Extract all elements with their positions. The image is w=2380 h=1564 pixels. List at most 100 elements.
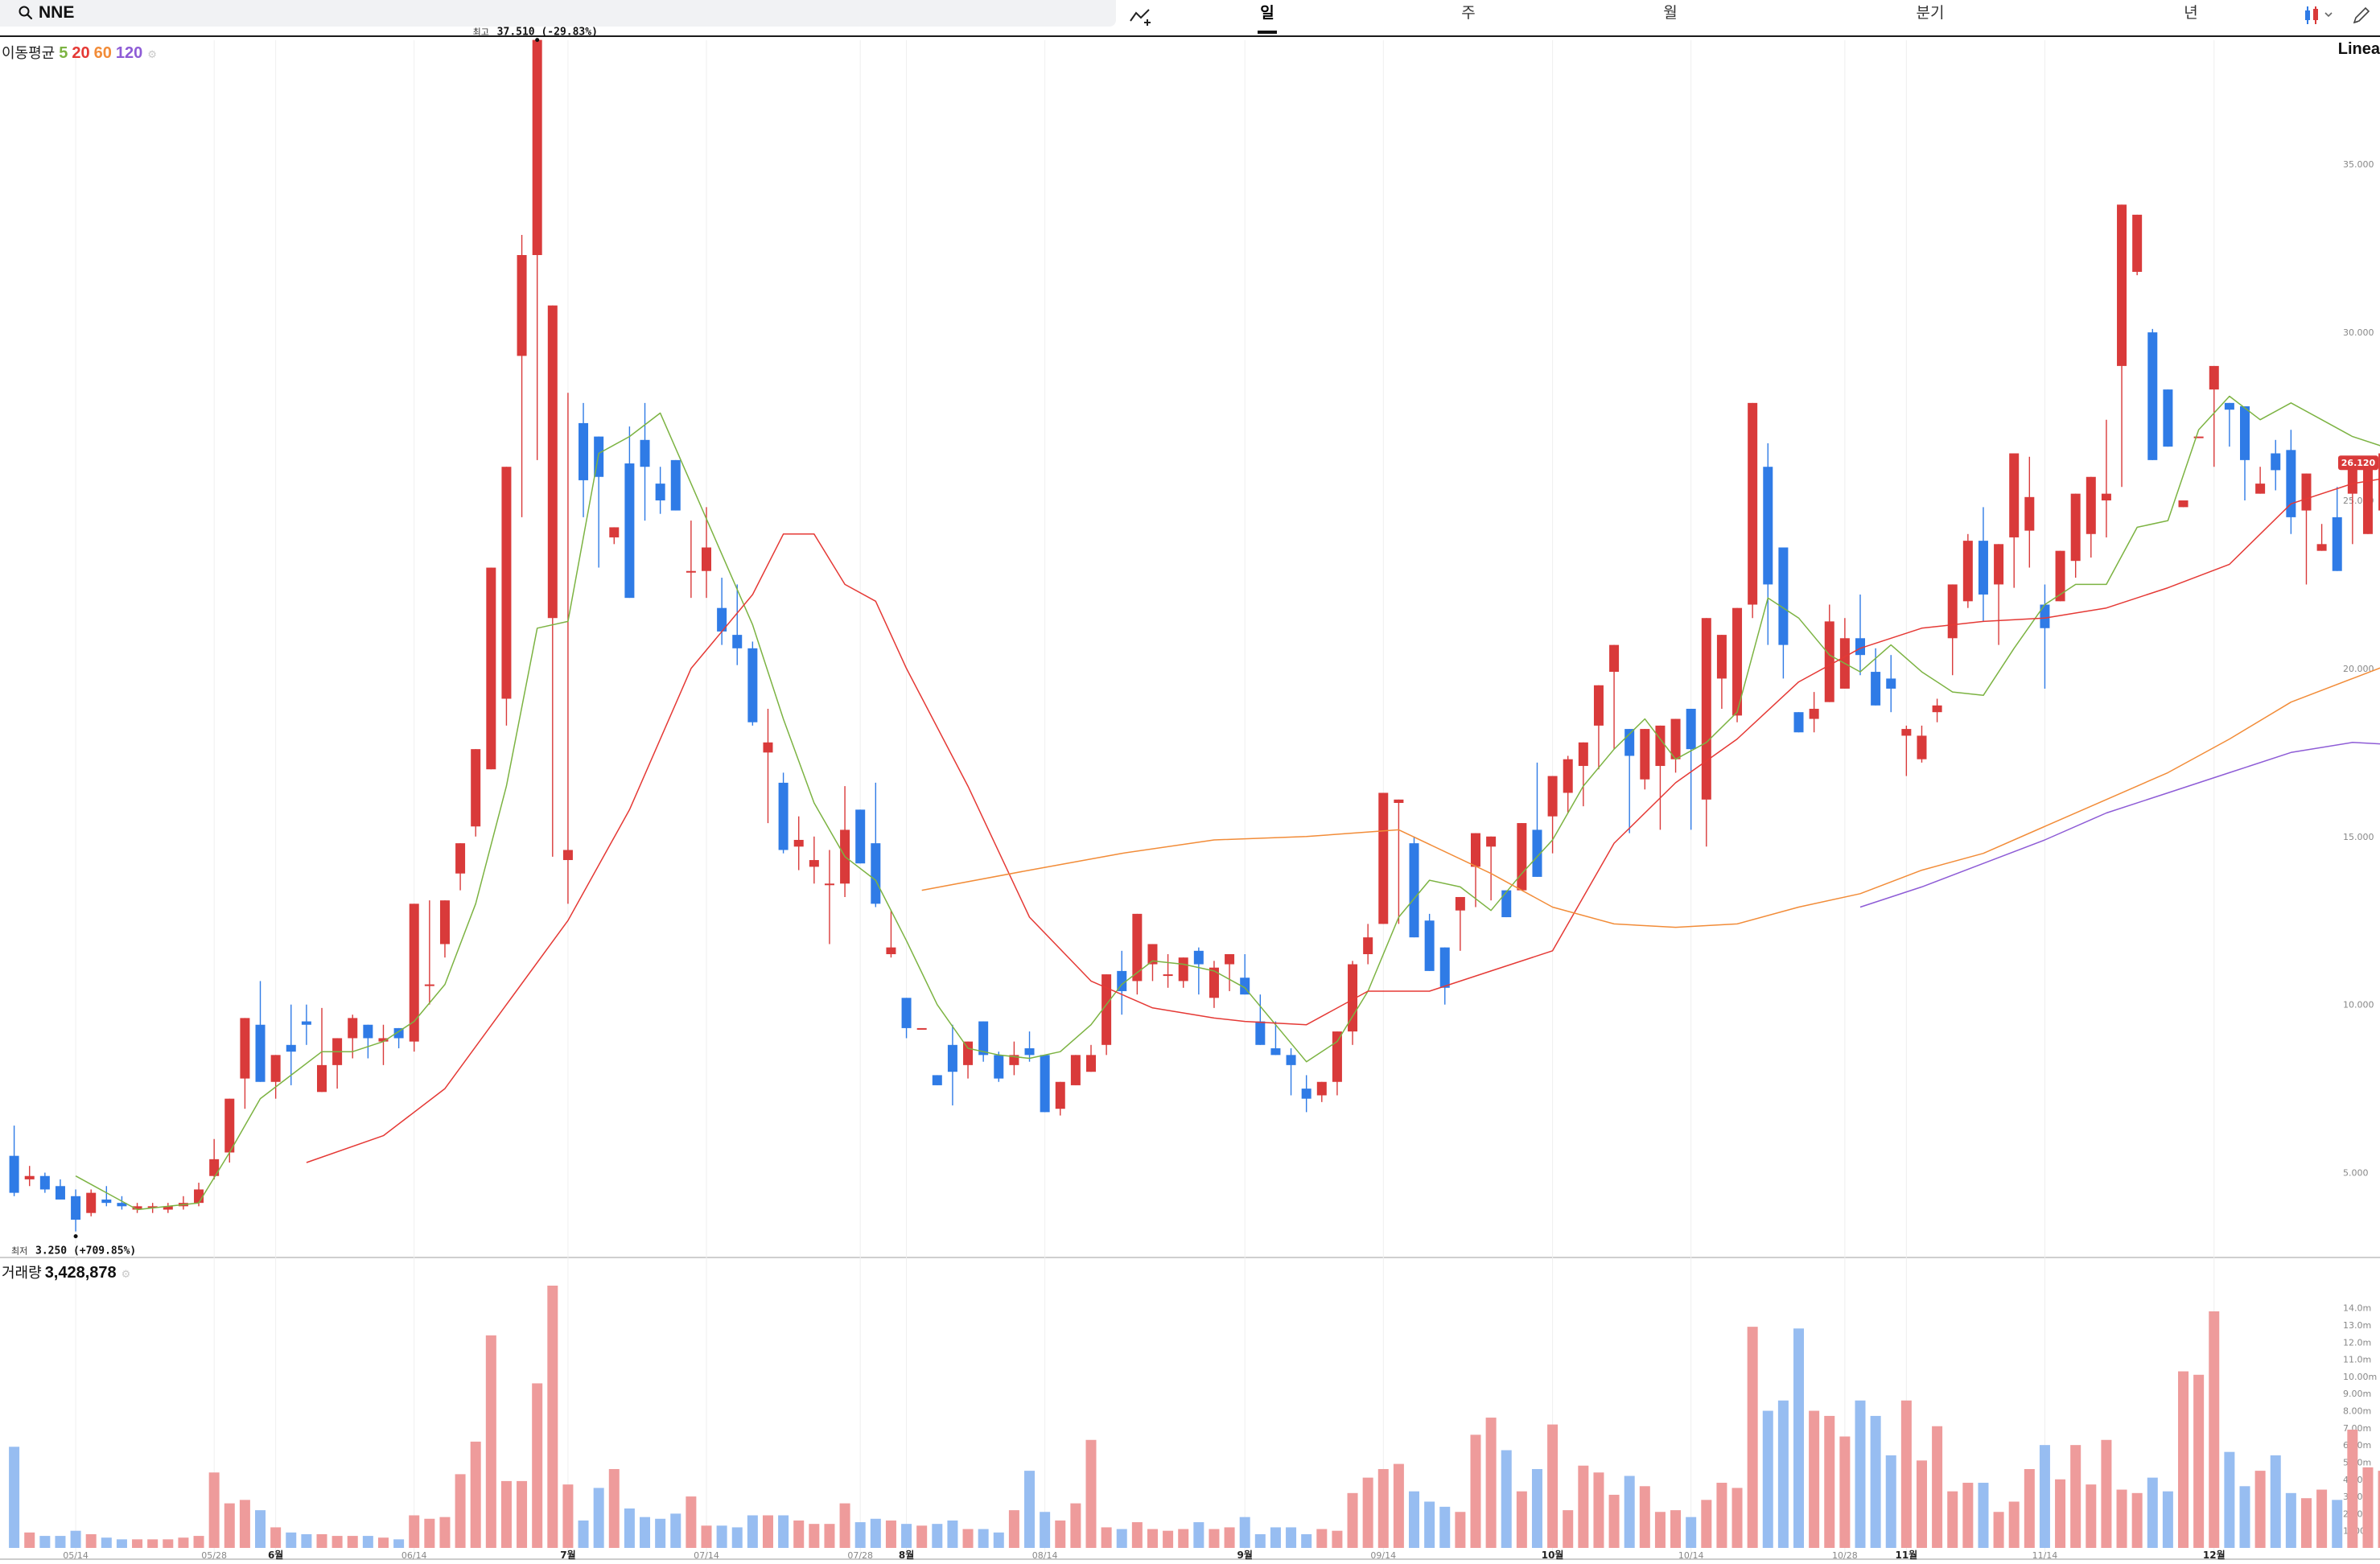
- candle-body: [2316, 544, 2327, 551]
- high-marker: [535, 38, 540, 43]
- volume-legend[interactable]: 거래량 3,428,878 ⚙: [2, 1261, 130, 1282]
- candlestick-type-icon[interactable]: [2301, 3, 2337, 27]
- candle-body: [1563, 759, 1573, 793]
- candle-body: [1439, 947, 1450, 988]
- candle-body: [455, 843, 466, 874]
- scale-toggle-button[interactable]: Linea: [2337, 40, 2380, 58]
- candle-body: [871, 843, 881, 904]
- volume-bar: [1839, 1436, 1851, 1548]
- price-tick-label: 30.000: [2343, 327, 2374, 338]
- ma-legend-item[interactable]: 20: [72, 44, 90, 62]
- candle-body: [532, 39, 542, 256]
- volume-bar: [1900, 1400, 1912, 1548]
- volume-bar: [809, 1524, 820, 1548]
- volume-bar: [208, 1472, 220, 1548]
- tab-period-3[interactable]: 분기: [1916, 5, 1945, 22]
- candle-body: [609, 527, 620, 537]
- search-input[interactable]: [39, 2, 1085, 24]
- settings-icon[interactable]: ⚙: [147, 48, 157, 60]
- candle-body: [1501, 890, 1512, 918]
- add-indicator-icon[interactable]: [1128, 3, 1154, 27]
- volume-bar: [562, 1484, 574, 1548]
- candle-body: [2271, 453, 2281, 471]
- candle-body: [1178, 957, 1188, 982]
- ma-legend-item[interactable]: 5: [59, 44, 68, 62]
- candle-body: [1209, 967, 1219, 998]
- candle-body: [778, 782, 789, 850]
- volume-legend-value: 3,428,878: [44, 1264, 117, 1282]
- volume-bar: [1362, 1477, 1373, 1548]
- moving-average-ma120-line: [1859, 742, 2380, 908]
- toolbar: 일 주 월 분기 년: [0, 0, 2380, 37]
- candle-body: [1409, 843, 1419, 938]
- volume-bar: [993, 1532, 1004, 1548]
- candle-body: [117, 1203, 127, 1207]
- volume-bar: [2178, 1371, 2189, 1548]
- volume-bar: [55, 1536, 66, 1548]
- candle-body: [1732, 607, 1743, 716]
- candle-body: [963, 1041, 974, 1065]
- volume-bar: [255, 1510, 266, 1548]
- candle-body: [1578, 742, 1588, 767]
- volume-bar: [1131, 1522, 1143, 1548]
- candle-body: [1716, 635, 1727, 679]
- pencil-icon[interactable]: [2349, 3, 2374, 27]
- date-tick-label: 06/14: [401, 1550, 427, 1561]
- volume-bar: [2101, 1439, 2112, 1548]
- volume-bar: [778, 1515, 789, 1548]
- ma-legend-item[interactable]: 60: [93, 44, 112, 62]
- candle-body: [439, 900, 450, 945]
- candle-body: [348, 1018, 358, 1039]
- tab-period-0[interactable]: 일: [1243, 2, 1291, 34]
- volume-bar: [2147, 1477, 2158, 1548]
- candle-body: [1886, 678, 1896, 689]
- volume-bar: [655, 1518, 666, 1548]
- candle-body: [793, 839, 804, 847]
- settings-icon[interactable]: ⚙: [121, 1268, 131, 1280]
- volume-bar: [1024, 1471, 1036, 1548]
- volume-bar: [39, 1536, 51, 1548]
- volume-bar: [377, 1537, 389, 1548]
- candle-body: [2132, 214, 2143, 272]
- candle-body: [763, 742, 773, 753]
- candle-body: [317, 1064, 327, 1093]
- candle-body: [547, 305, 558, 619]
- volume-bar: [731, 1527, 743, 1548]
- moving-average-legend[interactable]: 이동평균 5 20 60 120 ⚙: [2, 42, 157, 63]
- volume-bar: [1993, 1512, 2004, 1548]
- candle-body: [978, 1021, 989, 1056]
- candle-body: [301, 1021, 311, 1025]
- candle-body: [1532, 829, 1542, 877]
- candle-body: [2009, 453, 2020, 537]
- search-box[interactable]: [0, 0, 1116, 27]
- volume-bar: [1978, 1483, 1989, 1548]
- volume-bar: [1777, 1400, 1789, 1548]
- volume-bar: [1239, 1517, 1250, 1548]
- tab-period-4[interactable]: 년: [2184, 5, 2198, 22]
- volume-bar: [793, 1520, 805, 1548]
- volume-bar: [286, 1532, 297, 1548]
- volume-bar: [1731, 1488, 1743, 1548]
- volume-bar: [9, 1447, 20, 1548]
- volume-bar: [1439, 1506, 1451, 1548]
- volume-bar: [716, 1525, 727, 1548]
- volume-bar: [1101, 1527, 1112, 1548]
- tab-period-2[interactable]: 월: [1663, 5, 1678, 22]
- volume-bar: [2254, 1471, 2266, 1548]
- candle-body: [2024, 496, 2035, 531]
- candle-body: [393, 1027, 404, 1039]
- volume-bar: [85, 1533, 97, 1548]
- volume-bar: [1377, 1468, 1389, 1548]
- tab-period-1[interactable]: 주: [1461, 5, 1476, 22]
- volume-bar: [2378, 1471, 2380, 1548]
- volume-bar: [2362, 1467, 2374, 1548]
- volume-bar: [1501, 1450, 1512, 1548]
- high-value: 37.510 (-29.83%): [497, 27, 598, 39]
- candle-body: [1748, 402, 1758, 605]
- high-label: 최고: [473, 27, 489, 38]
- candle-body: [1962, 541, 1973, 602]
- volume-tick-label: 12.0m: [2343, 1337, 2371, 1348]
- ma-legend-item[interactable]: 120: [115, 44, 143, 62]
- volume-bar: [624, 1508, 635, 1548]
